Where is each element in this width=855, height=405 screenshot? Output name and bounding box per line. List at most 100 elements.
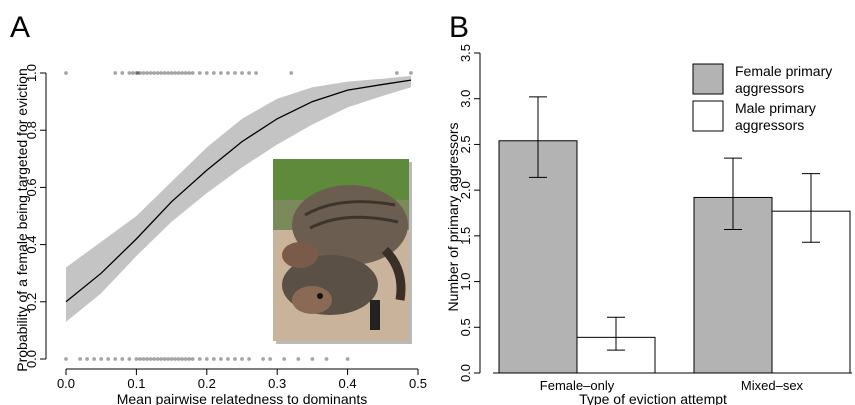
data-point	[78, 357, 82, 361]
legend-swatch-female	[692, 63, 724, 95]
panel-a-plot-area	[64, 71, 413, 361]
legend-label-female-line1: Female primary	[735, 63, 832, 79]
data-point	[85, 357, 90, 361]
data-point	[324, 357, 329, 361]
data-point	[141, 71, 146, 75]
y-tick-label: 1.0	[458, 273, 473, 291]
fitted-curve	[65, 79, 412, 303]
x-category-label: Female–only	[540, 378, 615, 393]
panel-a-y-axis-label: Probability of a female being targeted f…	[14, 68, 30, 372]
data-point	[138, 71, 142, 75]
data-point	[176, 71, 181, 75]
panel-b-plot-area	[498, 96, 851, 374]
data-point	[247, 357, 251, 361]
inset-photo-mongooses	[273, 159, 412, 344]
data-point	[197, 71, 202, 75]
data-point	[162, 357, 167, 361]
panel-b: B Female–only Mixed–sex 0.0 0.5 1.0 1.5 2.0 2.5…	[445, 11, 852, 405]
confidence-band	[66, 75, 411, 322]
data-point	[162, 71, 167, 75]
data-point	[155, 71, 160, 75]
data-point	[152, 357, 156, 361]
y-tick-label: 3.0	[458, 90, 473, 108]
data-point	[218, 71, 223, 75]
panel-a-x-axis-label: Mean pairwise relatedness to dominants	[117, 391, 368, 405]
data-point	[169, 357, 174, 361]
data-point	[166, 71, 170, 75]
x-tick-label: 0.1	[127, 376, 145, 391]
data-point	[127, 357, 132, 361]
x-tick-label: 0.5	[409, 376, 427, 391]
data-point	[127, 71, 132, 75]
data-point	[187, 71, 192, 75]
data-point	[211, 357, 216, 361]
data-point	[183, 357, 188, 361]
data-point	[268, 357, 273, 361]
panel-b-x-axis-label: Type of eviction attempt	[579, 391, 727, 405]
data-point	[141, 357, 146, 361]
data-point	[310, 357, 315, 361]
legend-label-female-line2: aggressors	[735, 80, 804, 96]
data-point	[190, 357, 195, 361]
data-point	[134, 357, 139, 361]
data-point	[226, 71, 230, 75]
legend-label-male-line1: Male primary	[735, 100, 816, 116]
y-tick-label: 1.0	[24, 64, 39, 82]
y-tick-label: 0.0	[458, 364, 473, 382]
data-point	[254, 71, 258, 75]
y-tick-label: 0.5	[458, 318, 473, 336]
data-point	[173, 71, 178, 75]
y-tick-label: 0.0	[24, 350, 39, 368]
data-point	[135, 71, 140, 75]
data-point	[106, 357, 111, 361]
y-tick-label: 2.5	[458, 135, 473, 153]
data-point	[247, 71, 251, 75]
y-tick-label: 0.8	[24, 121, 39, 139]
data-point	[145, 71, 149, 75]
data-point	[134, 71, 139, 75]
x-tick-label: 0.0	[57, 376, 75, 391]
data-point	[296, 357, 301, 361]
data-point	[180, 71, 185, 75]
data-point	[261, 357, 266, 361]
panel-b-label: B	[449, 11, 469, 44]
data-point	[92, 357, 97, 361]
data-point	[138, 357, 142, 361]
data-point	[282, 357, 287, 361]
y-tick-label: 1.5	[458, 227, 473, 245]
data-point	[155, 357, 160, 361]
data-point	[176, 357, 181, 361]
data-point	[226, 357, 230, 361]
data-point	[289, 71, 294, 75]
data-point	[183, 71, 188, 75]
data-point	[159, 71, 163, 75]
data-point	[148, 357, 153, 361]
data-point	[148, 71, 153, 75]
x-tick-label: 0.4	[339, 376, 357, 391]
bar	[498, 140, 578, 374]
legend-swatch-male	[692, 100, 724, 132]
data-point	[159, 357, 163, 361]
data-point	[64, 71, 68, 75]
panel-b-legend: Female primary aggressors Male primary a…	[692, 63, 832, 133]
data-point	[409, 71, 413, 75]
data-point	[166, 357, 170, 361]
panel-a-axes: 0.0 0.1 0.2 0.3 0.4 0.5 0.0 0.2 0.4 0.6 0.8 1.0	[24, 64, 427, 391]
data-point	[187, 357, 192, 361]
data-point	[233, 71, 237, 75]
data-point	[233, 357, 237, 361]
data-point	[190, 71, 195, 75]
data-point	[169, 71, 174, 75]
data-point	[211, 71, 216, 75]
y-tick-label: 0.6	[24, 178, 39, 196]
data-point	[204, 357, 209, 361]
legend-label-male-line2: aggressors	[735, 117, 804, 133]
data-point	[99, 357, 104, 361]
data-point	[120, 71, 125, 75]
data-point	[240, 357, 244, 361]
data-point	[218, 357, 223, 361]
data-point	[113, 357, 118, 361]
y-tick-label: 0.2	[24, 293, 39, 311]
data-point	[394, 71, 399, 75]
